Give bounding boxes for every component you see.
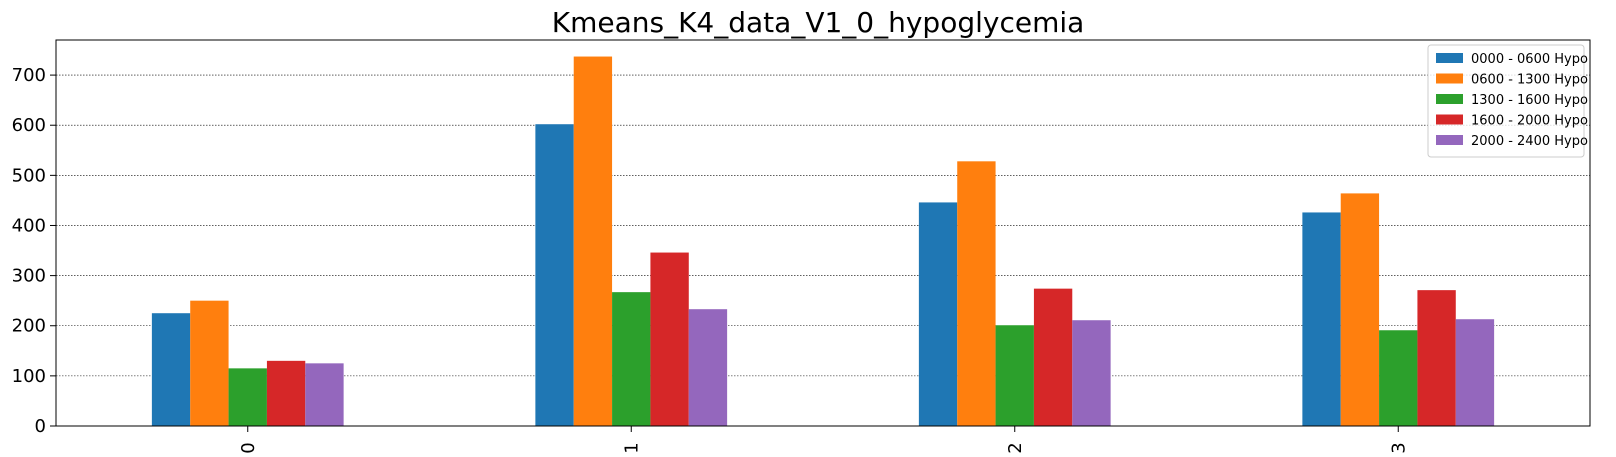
y-tick-label: 200 [12,316,46,337]
bar [228,368,267,426]
y-tick-label: 300 [12,266,46,287]
bar [573,56,613,427]
y-tick-label: 500 [12,165,46,186]
x-tick-label: 1 [621,442,642,453]
bar [1340,193,1380,426]
bar [1417,290,1456,426]
legend-swatch [1436,73,1463,84]
x-tick-label: 0 [238,442,259,453]
bar [266,360,306,426]
legend-label: 2000 - 2400 Hypo [1471,134,1588,149]
bar [305,363,344,426]
x-tick-label: 2 [1005,442,1026,453]
y-tick-label: 0 [35,416,46,437]
legend-box [1427,44,1585,158]
legend-label: 0600 - 1300 Hypo [1471,73,1588,88]
bar [1379,330,1418,426]
bar [612,292,651,426]
legend-swatch [1436,114,1463,125]
legend-label: 1300 - 1600 Hypo [1471,93,1588,108]
x-tick-label: 3 [1388,442,1409,453]
y-tick-label: 100 [12,366,46,387]
bar [995,325,1034,426]
bar [957,161,996,427]
bar [1302,212,1341,426]
chart-title: Kmeans_K4_data_V1_0_hypoglycemia [552,6,1085,39]
plot-frame [55,39,1591,427]
y-axis: 0 100 200 300 400 500 600 700 [12,65,56,437]
bar [688,309,728,426]
bar [190,300,229,426]
x-axis: 0 1 2 3 [238,426,1409,454]
legend: 0000 - 0600 Hypo 0600 - 1300 Hypo 1300 - 1… [1427,44,1588,158]
bar [1072,320,1111,426]
bar [535,124,574,426]
bar [650,252,689,426]
legend-swatch [1436,94,1463,104]
bar [918,202,958,426]
y-tick-label: 700 [12,65,46,86]
y-tick-label: 400 [12,215,46,236]
y-tick-label: 600 [12,115,46,136]
legend-label: 1600 - 2000 Hypo [1471,114,1588,129]
bars [151,56,1495,427]
bar [1455,319,1495,426]
bar [1033,288,1073,426]
legend-swatch [1436,53,1463,63]
bar [151,313,191,426]
legend-swatch [1436,135,1463,145]
legend-label: 0000 - 0600 Hypo [1471,52,1588,67]
